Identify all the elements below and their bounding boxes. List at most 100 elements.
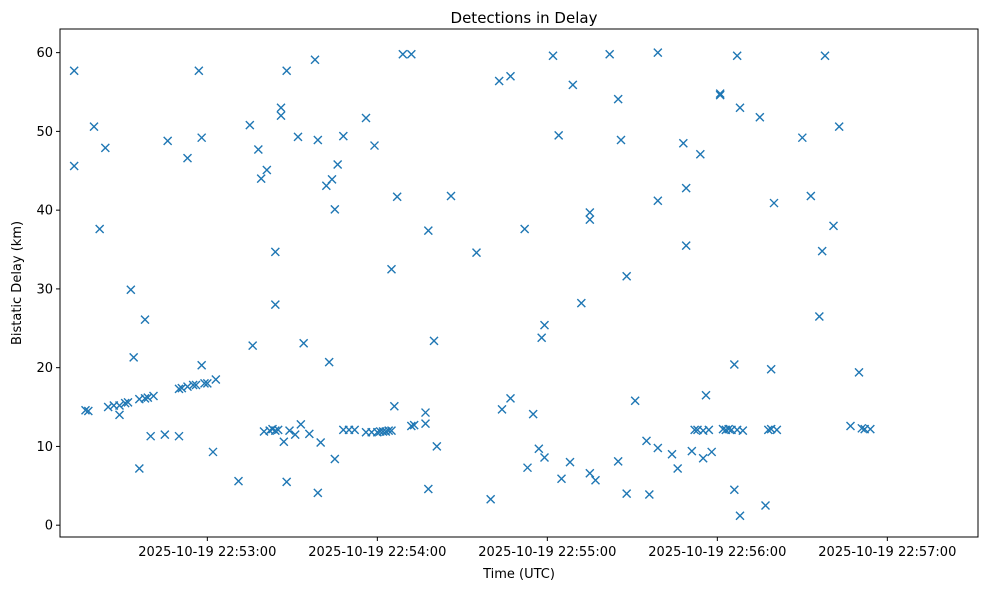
scatter-point (667, 449, 677, 459)
scatter-point (729, 485, 739, 495)
scatter-point (149, 391, 158, 401)
scatter-point (557, 474, 566, 484)
scatter-point (520, 224, 530, 234)
y-tick-label: 20 (36, 361, 53, 376)
scatter-point (642, 436, 651, 446)
scatter-point (613, 94, 623, 104)
scatter-point (523, 463, 532, 473)
scatter-points (69, 48, 875, 521)
x-tick-label: 2025-10-19 22:57:00 (818, 545, 956, 560)
scatter-point (820, 51, 830, 61)
scatter-point (729, 360, 739, 370)
scatter-point (197, 360, 207, 370)
scatter-point (591, 475, 600, 485)
chart-title: Detections in Delay (451, 9, 598, 27)
scatter-point (486, 494, 496, 504)
scatter-point (715, 89, 725, 99)
scatter-point (506, 71, 515, 81)
scatter-point (160, 430, 170, 440)
scatter-point (755, 112, 765, 122)
scatter-point (865, 424, 875, 434)
scatter-point (421, 419, 430, 429)
scatter-point (285, 426, 294, 436)
scatter-point (585, 215, 595, 225)
scatter-point (129, 352, 139, 362)
scatter-point (256, 174, 266, 184)
scatter-point (704, 425, 714, 435)
scatter-point (253, 145, 263, 154)
scatter-point (200, 378, 209, 388)
x-tick-label: 2025-10-19 22:53:00 (138, 545, 276, 560)
scatter-point (313, 488, 323, 498)
y-tick-label: 10 (36, 440, 53, 455)
scatter-point (273, 425, 283, 435)
scatter-point (282, 477, 292, 487)
scatter-point (834, 122, 844, 132)
scatter-point (163, 136, 173, 146)
scatter-point (724, 424, 734, 434)
y-tick-label: 60 (36, 46, 53, 61)
scatter-point (585, 208, 595, 218)
scatter-point (279, 437, 289, 447)
scatter-point (846, 421, 855, 431)
scatter-point (854, 367, 864, 377)
scatter-point (707, 447, 717, 457)
scatter-point (701, 390, 711, 400)
scatter-point (534, 444, 544, 454)
scatter-point (695, 149, 705, 159)
scatter-point (605, 49, 615, 59)
scatter-point (290, 430, 300, 440)
scatter-point (585, 468, 595, 478)
scatter-point (248, 341, 258, 351)
scatter-point (406, 49, 416, 59)
scatter-point (188, 380, 198, 390)
scatter-point (191, 380, 201, 390)
scatter-point (183, 382, 192, 392)
scatter-point (95, 224, 105, 234)
scatter-point (276, 103, 286, 113)
scatter-point (622, 271, 632, 281)
x-tick-label: 2025-10-19 22:56:00 (648, 545, 786, 560)
scatter-point (613, 456, 623, 466)
scatter-point (537, 333, 547, 343)
scatter-point (735, 103, 745, 113)
scatter-point (270, 300, 280, 310)
scatter-point (548, 51, 558, 61)
scatter-point (432, 441, 442, 451)
scatter-point (681, 183, 691, 193)
scatter-point (797, 133, 807, 143)
scatter-point (409, 420, 419, 430)
scatter-point (540, 452, 549, 462)
scatter-point (384, 426, 394, 436)
x-tick-label: 2025-10-19 22:54:00 (308, 545, 446, 560)
scatter-point (123, 397, 133, 407)
scatter-point (234, 476, 243, 486)
scatter-point (423, 484, 433, 494)
scatter-point (81, 405, 90, 415)
scatter-point (766, 364, 776, 374)
scatter-point (282, 66, 292, 76)
scatter-point (653, 48, 663, 58)
scatter-point (497, 404, 507, 414)
scatter-point (732, 51, 742, 61)
scatter-point (120, 398, 130, 408)
scatter-point (387, 426, 396, 436)
scatter-point (735, 511, 745, 521)
scatter-point (829, 221, 838, 231)
scatter-point (406, 421, 416, 431)
scatter-point (313, 135, 323, 145)
scatter-point (687, 446, 697, 456)
scatter-point (387, 264, 396, 274)
scatter-point (293, 132, 303, 142)
scatter-point (270, 247, 280, 257)
scatter-point (177, 383, 187, 393)
scatter-point (370, 141, 379, 151)
scatter-point (276, 111, 286, 121)
scatter-point (316, 437, 326, 447)
scatter-point (69, 161, 79, 171)
scatter-point (89, 122, 99, 132)
scatter-point (540, 320, 549, 330)
scatter-point (83, 406, 93, 416)
scatter-point (361, 113, 371, 123)
scatter-point (421, 408, 430, 418)
